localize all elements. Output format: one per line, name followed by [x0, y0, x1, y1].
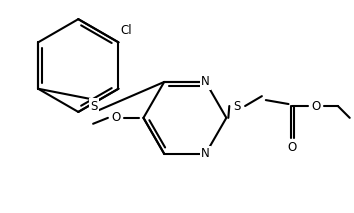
Text: S: S	[234, 99, 241, 112]
Text: O: O	[288, 141, 297, 154]
Text: O: O	[111, 111, 120, 124]
Text: O: O	[312, 99, 321, 112]
Text: Cl: Cl	[121, 24, 132, 37]
Text: S: S	[90, 99, 98, 112]
Text: N: N	[201, 75, 210, 88]
Text: N: N	[201, 147, 210, 160]
